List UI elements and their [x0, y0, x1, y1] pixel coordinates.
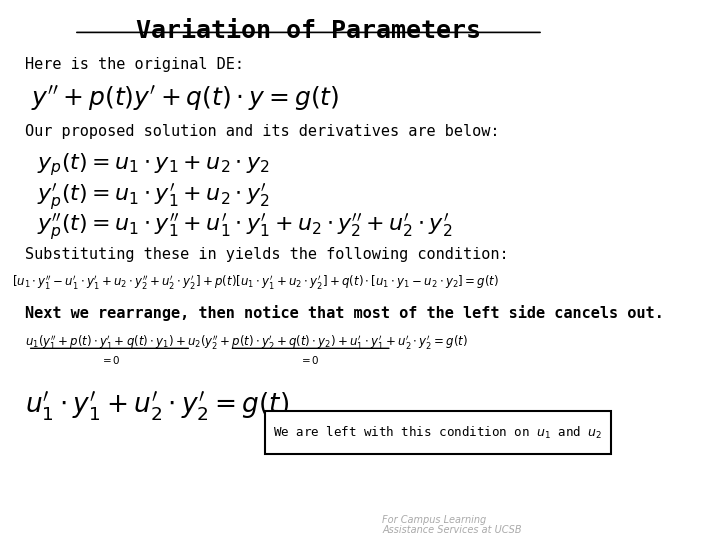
Text: $=0$: $=0$ — [99, 354, 120, 366]
Text: Assistance Services at UCSB: Assistance Services at UCSB — [382, 524, 522, 535]
Text: $u_1(y_1'' + p(t) \cdot y_1' + q(t) \cdot y_1) + u_2(y_2'' + p(t) \cdot y_2' + q: $u_1(y_1'' + p(t) \cdot y_1' + q(t) \cdo… — [24, 333, 468, 351]
Text: Next we rearrange, then notice that most of the left side cancels out.: Next we rearrange, then notice that most… — [24, 305, 663, 321]
Text: Our proposed solution and its derivatives are below:: Our proposed solution and its derivative… — [24, 124, 499, 139]
FancyBboxPatch shape — [265, 411, 611, 454]
Text: $y_p''(t) = u_1 \cdot y_1'' + u_1' \cdot y_1' + u_2 \cdot y_2'' + u_2' \cdot y_2: $y_p''(t) = u_1 \cdot y_1'' + u_1' \cdot… — [37, 212, 452, 242]
Text: $[u_1 \cdot y_1'' - u_1' \cdot y_1' + u_2 \cdot y_2'' + u_2' \cdot y_2'] + p(t)[: $[u_1 \cdot y_1'' - u_1' \cdot y_1' + u_… — [12, 273, 499, 291]
Text: $u_1' \cdot y_1' + u_2' \cdot y_2' = g(t)$: $u_1' \cdot y_1' + u_2' \cdot y_2' = g(t… — [24, 390, 289, 423]
Text: Here is the original DE:: Here is the original DE: — [24, 57, 243, 72]
Text: $y'' + p(t)y' + q(t) \cdot y = g(t)$: $y'' + p(t)y' + q(t) \cdot y = g(t)$ — [31, 84, 339, 113]
Text: $y_p(t) = u_1 \cdot y_1 + u_2 \cdot y_2$: $y_p(t) = u_1 \cdot y_1 + u_2 \cdot y_2$ — [37, 151, 270, 178]
Text: Variation of Parameters: Variation of Parameters — [136, 19, 481, 43]
Text: Substituting these in yields the following condition:: Substituting these in yields the followi… — [24, 247, 508, 262]
Text: $y_p'(t) = u_1 \cdot y_1' + u_2 \cdot y_2'$: $y_p'(t) = u_1 \cdot y_1' + u_2 \cdot y_… — [37, 181, 270, 212]
Text: $=0$: $=0$ — [300, 354, 320, 366]
Text: We are left with this condition on $u_1$ and $u_2$: We are left with this condition on $u_1$… — [274, 424, 603, 441]
Text: For Campus Learning: For Campus Learning — [382, 515, 487, 525]
